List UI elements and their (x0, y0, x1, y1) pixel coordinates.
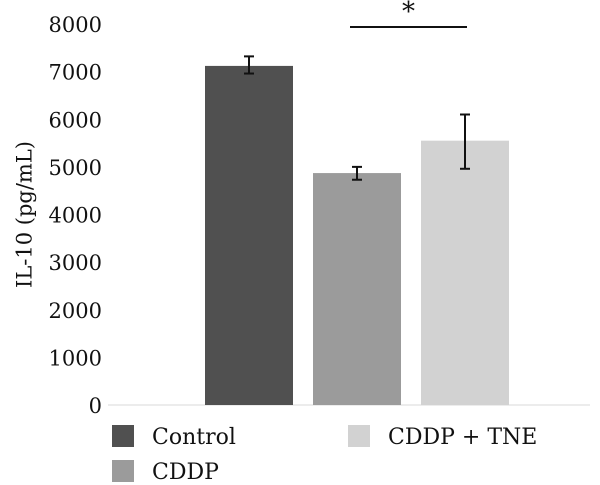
y-tick-label: 7000 (49, 61, 102, 85)
legend-label: CDDP (152, 460, 219, 485)
y-tick-label: 6000 (49, 108, 102, 132)
legend: Control CDDP + TNE CDDP (112, 425, 537, 485)
bar-cddp (313, 173, 401, 405)
legend-label: CDDP + TNE (388, 425, 537, 450)
y-tick-label: 0 (89, 394, 102, 418)
y-axis-title: IL-10 (pg/mL) (13, 141, 37, 288)
legend-label: Control (152, 425, 236, 450)
bar-group (205, 65, 509, 405)
legend-swatch (112, 425, 134, 447)
y-tick-label: 5000 (49, 156, 102, 180)
y-tick-label: 1000 (49, 346, 102, 370)
bar-cddp-tne (421, 140, 509, 405)
y-tick-label: 4000 (49, 204, 102, 228)
y-tick-label: 3000 (49, 251, 102, 275)
legend-swatch (112, 460, 134, 482)
y-tick-label: 2000 (49, 299, 102, 323)
error-bar-group (244, 55, 470, 181)
legend-swatch (348, 425, 370, 447)
y-axis: 0 1000 2000 3000 4000 5000 6000 7000 8000 (49, 13, 590, 418)
significance-star: * (402, 0, 415, 27)
bar-control (205, 65, 293, 405)
significance-annotation: * (350, 0, 467, 28)
y-tick-label: 8000 (49, 13, 102, 37)
